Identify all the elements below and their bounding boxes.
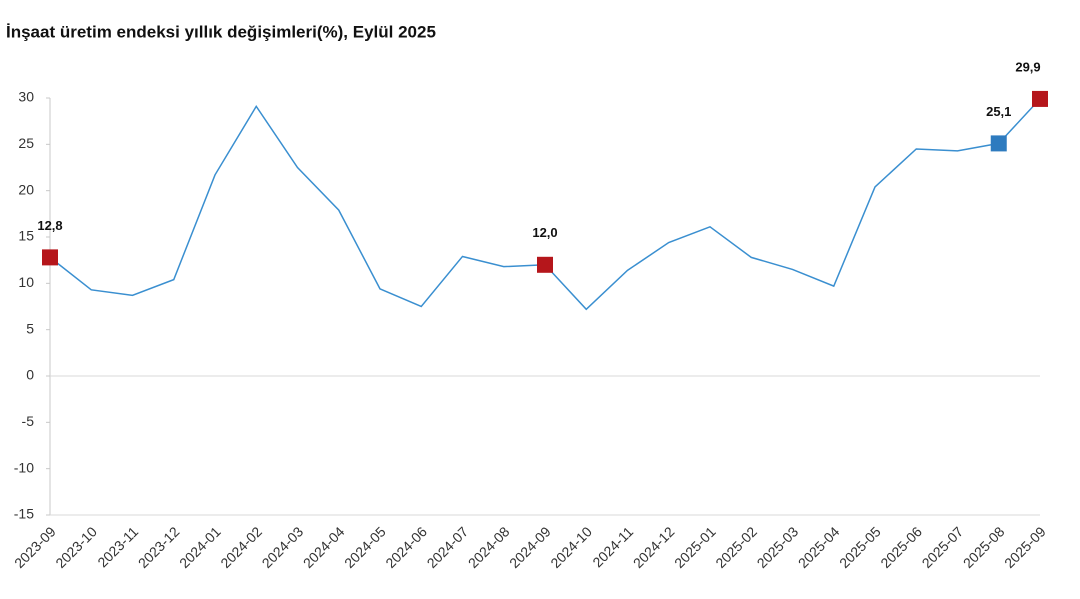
x-tick-label: 2024-04: [300, 523, 348, 571]
y-tick-label: -10: [14, 459, 34, 475]
x-tick-label: 2024-05: [341, 523, 389, 571]
y-tick-label: 5: [26, 320, 34, 336]
x-tick-label: 2023-09: [11, 523, 59, 571]
x-tick-label: 2024-07: [424, 523, 472, 571]
x-tick-label: 2025-04: [795, 523, 843, 571]
x-tick-label: 2025-07: [919, 523, 967, 571]
x-tick-label: 2024-03: [259, 523, 307, 571]
y-tick-label: 0: [26, 367, 34, 383]
value-label: 12,8: [37, 218, 62, 233]
value-label: 12,0: [532, 225, 557, 240]
x-tick-label: 2025-08: [960, 523, 1008, 571]
x-tick-label: 2024-10: [547, 523, 595, 571]
highlight-marker: [990, 135, 1007, 152]
y-tick-label: 10: [18, 274, 34, 290]
highlight-marker: [1032, 90, 1048, 107]
chart-title: İnşaat üretim endeksi yıllık değişimleri…: [6, 22, 436, 41]
data-line: [49, 98, 1041, 311]
x-tick-label: 2023-11: [94, 523, 141, 570]
y-tick-label: 20: [18, 181, 34, 197]
x-tick-label: 2024-12: [630, 523, 678, 571]
highlight-marker: [42, 249, 58, 266]
x-tick-label: 2025-09: [1001, 523, 1049, 571]
highlight-marker: [537, 256, 553, 273]
y-tick-label: -5: [22, 413, 35, 429]
y-tick-label: 30: [18, 89, 34, 105]
x-tick-label: 2024-06: [382, 523, 430, 571]
y-tick-label: 25: [18, 135, 34, 151]
x-tick-label: 2024-11: [589, 523, 636, 570]
x-tick-label: 2025-06: [877, 523, 925, 571]
x-tick-label: 2024-02: [217, 523, 265, 571]
x-tick-label: 2024-09: [506, 523, 554, 571]
x-tick-label: 2025-03: [754, 523, 802, 571]
x-tick-label: 2023-12: [135, 523, 183, 571]
x-tick-label: 2025-01: [671, 523, 719, 571]
x-tick-label: 2024-08: [465, 523, 513, 571]
value-label: 25,1: [986, 104, 1011, 119]
x-tick-label: 2024-01: [176, 523, 224, 571]
y-tick-label: -15: [14, 506, 34, 522]
x-tick-label: 2025-05: [836, 523, 884, 571]
y-tick-label: 15: [18, 228, 34, 244]
x-tick-label: 2023-10: [52, 523, 100, 571]
value-label: 29,9: [1015, 59, 1040, 74]
x-tick-label: 2025-02: [712, 523, 760, 571]
